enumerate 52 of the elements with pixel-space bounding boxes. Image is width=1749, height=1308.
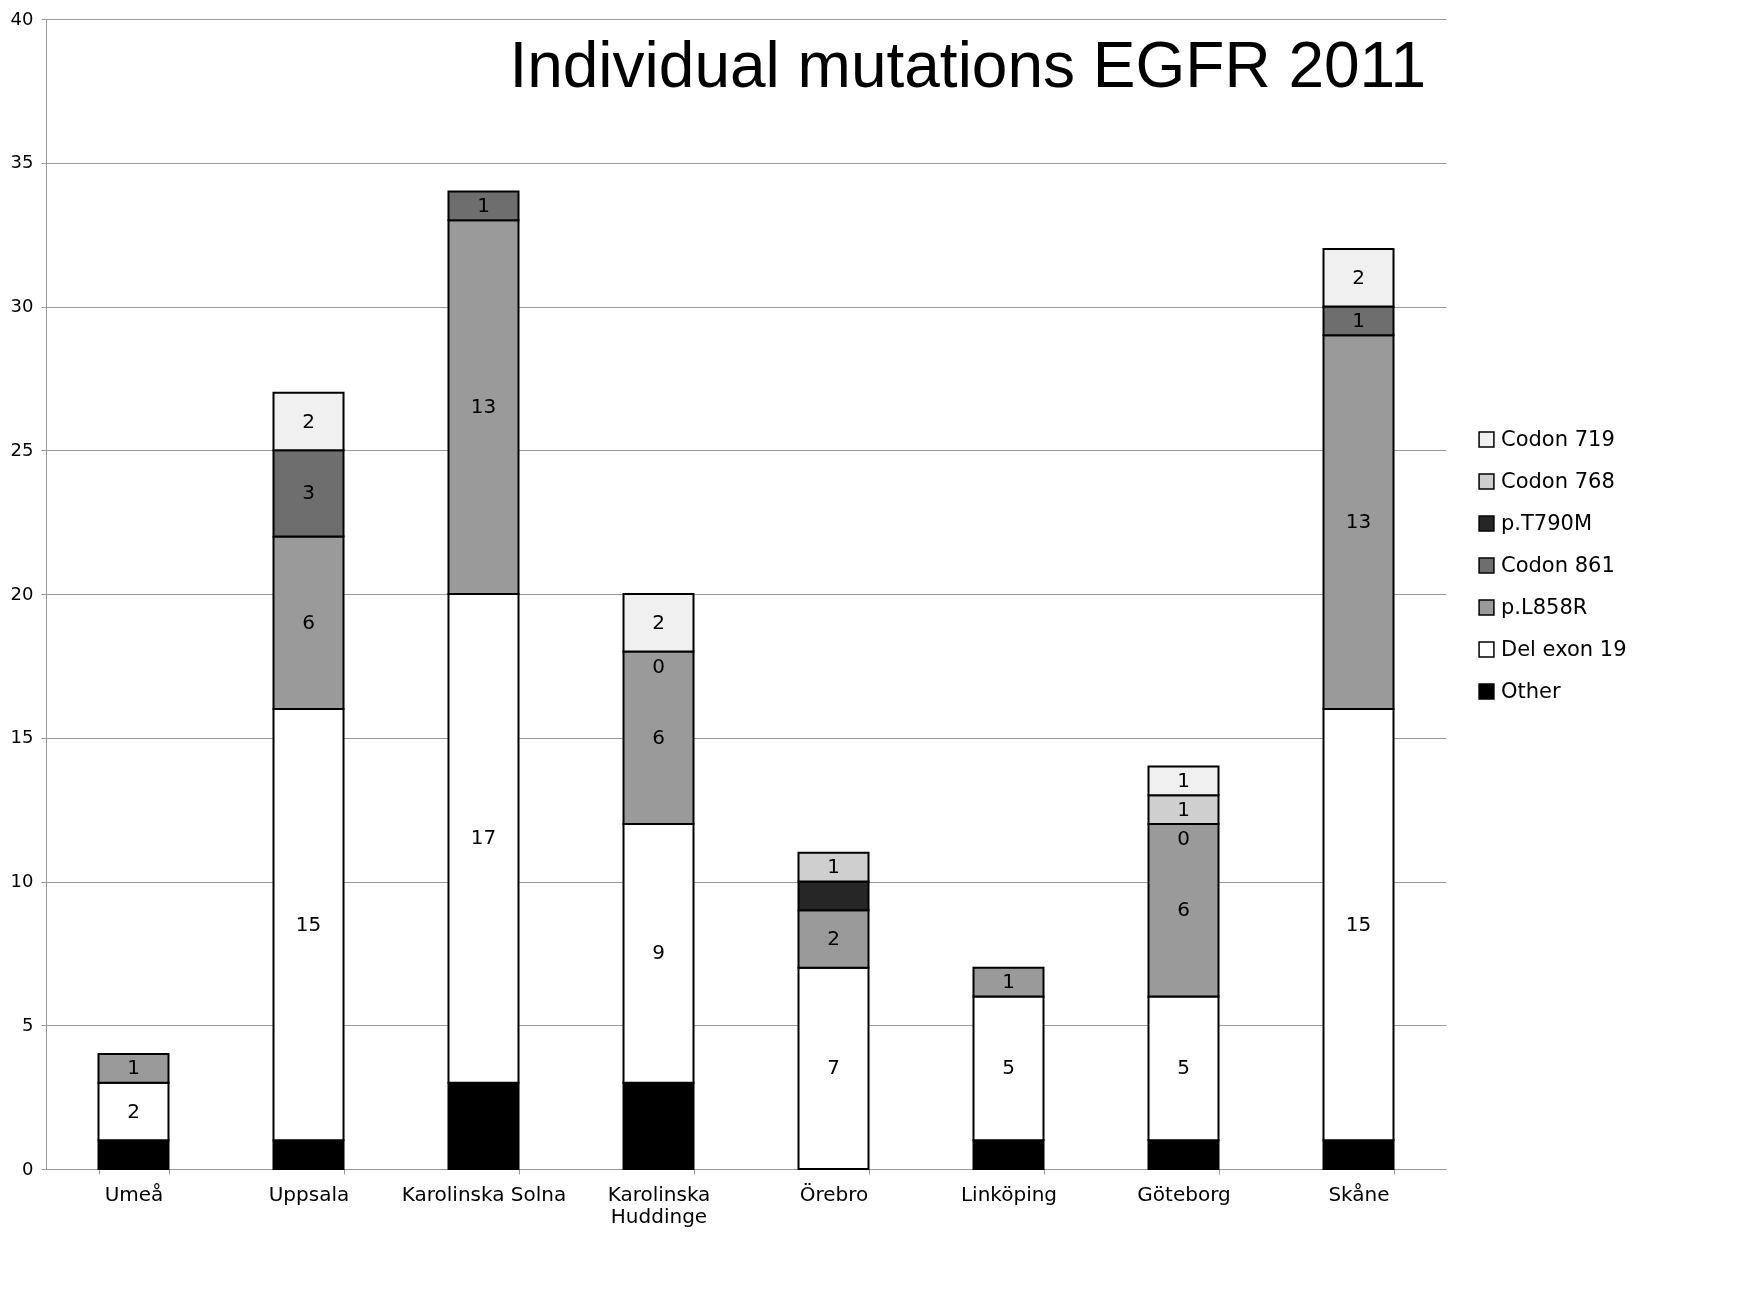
data-label: 0 — [652, 653, 665, 678]
data-label: 1 — [1177, 767, 1190, 792]
y-tick-label: 30 — [10, 295, 34, 316]
chart-title: Individual mutations EGFR 2011 — [509, 29, 1426, 101]
data-label: 6 — [302, 609, 315, 634]
data-label: 5 — [1002, 1055, 1015, 1080]
y-tick-label: 25 — [10, 438, 34, 460]
x-tick-label: Linköping — [960, 1181, 1058, 1206]
data-label: 7 — [827, 1055, 840, 1080]
data-label: 2 — [652, 609, 665, 634]
y-tick-label: 5 — [22, 1013, 34, 1035]
x-tick-label: Skåne — [1328, 1181, 1390, 1206]
x-tick-label: Uppsala — [268, 1181, 350, 1206]
legend-label: Other — [1501, 678, 1561, 703]
data-label: 1 — [127, 1055, 140, 1080]
data-label: 3 — [302, 480, 315, 505]
data-label: 1 — [1002, 969, 1015, 994]
x-tick-label: Karolinska Huddinge — [607, 1181, 711, 1228]
y-tick-label: 0 — [22, 1157, 34, 1179]
data-label: 13 — [470, 394, 497, 419]
data-label: 1 — [1352, 307, 1365, 332]
data-label: 2 — [302, 408, 315, 433]
data-label: 0 — [1177, 826, 1190, 850]
data-label: 17 — [470, 825, 497, 850]
x-tick-label: Umeå — [104, 1181, 164, 1206]
y-tick-label: 35 — [10, 151, 34, 173]
data-label: 5 — [1177, 1055, 1190, 1080]
x-tick-label: Göteborg — [1137, 1181, 1231, 1206]
data-label: 1 — [1177, 796, 1190, 821]
y-tick-label: 40 — [10, 7, 34, 29]
legend-label: Codon 861 — [1501, 552, 1615, 577]
data-label: 1 — [477, 192, 490, 217]
legend-label: p.L858R — [1501, 594, 1588, 619]
data-label: 2 — [127, 1098, 140, 1123]
y-tick-label: 10 — [10, 870, 34, 891]
data-label: 15 — [295, 911, 322, 936]
data-label: 15 — [1345, 911, 1372, 936]
y-tick-label: 20 — [10, 582, 34, 604]
legend-label: p.T790M — [1501, 510, 1593, 535]
data-label: 6 — [1177, 897, 1190, 922]
x-tick-label: Karolinska Solna — [401, 1181, 567, 1206]
data-label: 2 — [827, 926, 840, 950]
legend-label: Del exon 19 — [1501, 636, 1627, 661]
data-label: 6 — [652, 724, 665, 749]
data-label: 1 — [827, 854, 840, 879]
legend-label: Codon 719 — [1501, 426, 1615, 451]
data-label: 9 — [652, 940, 665, 965]
legend-label: Codon 768 — [1501, 468, 1615, 493]
data-label: 13 — [1345, 509, 1372, 534]
x-tick-label: Örebro — [799, 1181, 869, 1206]
y-tick-label: 15 — [10, 726, 34, 748]
data-label: 2 — [1352, 264, 1365, 289]
